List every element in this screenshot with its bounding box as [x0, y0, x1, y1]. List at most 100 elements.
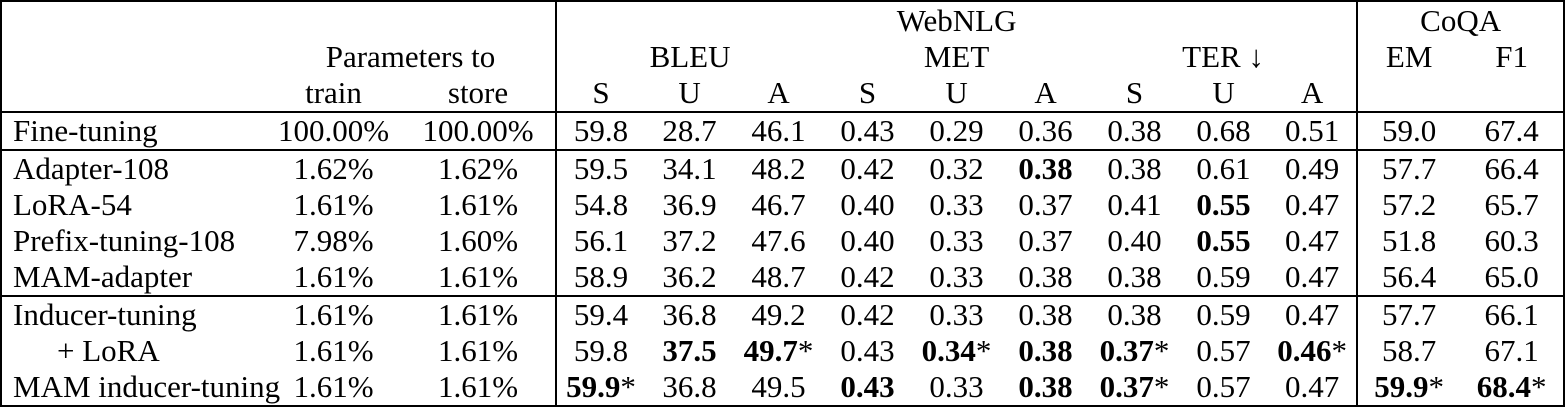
- cell-value: 7.98%: [293, 223, 374, 258]
- met-a-header: A: [1034, 75, 1057, 110]
- cell-value: 66.1: [1484, 297, 1539, 332]
- value-cell: 46.1: [734, 111, 824, 150]
- value-cell: 56.4: [1357, 259, 1460, 296]
- cell-value: 0.40: [840, 223, 895, 258]
- cell-value: 100.00%: [422, 113, 534, 148]
- cell-value: 46.1: [751, 113, 806, 148]
- value-cell: 59.5: [556, 149, 646, 187]
- cell-value: 0.47: [1284, 223, 1340, 258]
- cell-value: 0.33: [929, 187, 984, 222]
- value-cell: 0.33: [912, 187, 1001, 223]
- header-row-groups: WebNLG CoQA: [1, 1, 1564, 39]
- value-cell: 0.36: [1001, 111, 1091, 150]
- value-cell: 59.9*: [1374, 369, 1445, 404]
- cell-value: 100.00%: [277, 113, 390, 148]
- value-cell: 57.7: [1357, 295, 1461, 333]
- cell-value: 0.37: [1018, 223, 1073, 258]
- store-cell: 1.61%: [401, 259, 558, 296]
- value-cell: 59.8: [556, 333, 645, 369]
- cell-value: 0.33: [929, 223, 984, 258]
- value-cell: 0.37: [1001, 223, 1090, 259]
- cell-value: 0.32: [929, 151, 984, 186]
- bleu-s-header: S: [592, 75, 610, 110]
- value-cell: 0.38: [1090, 295, 1180, 333]
- value-cell: 0.47: [1268, 295, 1359, 333]
- cell-value: 0.68: [1196, 113, 1251, 148]
- cell-value: 0.33: [929, 369, 984, 404]
- cell-value: 0.40: [840, 187, 895, 222]
- cell-value: 0.59: [1196, 297, 1251, 332]
- train-cell: 7.98%: [266, 223, 401, 259]
- value-cell: 0.57: [1179, 333, 1268, 369]
- value-cell: 36.8: [645, 295, 735, 333]
- cell-value: 1.61%: [293, 297, 374, 332]
- cell-value: 48.2: [751, 151, 806, 186]
- cell-value: 51.8: [1382, 223, 1437, 258]
- met-header: MET: [923, 39, 990, 74]
- value-cell: 0.33: [912, 223, 1001, 259]
- table-row: MAM inducer-tuning 1.61% 1.61% 59.9* 36.8 49.…: [1, 369, 1564, 406]
- cell-value: 36.9: [662, 187, 717, 222]
- store-cell: 1.61%: [401, 333, 558, 369]
- cell-value: 0.42: [840, 297, 895, 332]
- value-cell: 0.38: [1001, 333, 1090, 369]
- cell-value: 58.9: [573, 259, 629, 294]
- cell-value: 0.49: [1284, 151, 1340, 186]
- cell-value: 1.61%: [293, 259, 374, 294]
- value-cell: 0.40: [823, 187, 912, 223]
- cell-value: 60.3: [1484, 223, 1539, 258]
- value-cell: 0.40: [1090, 223, 1179, 259]
- method-cell: Adapter-108: [1, 149, 266, 187]
- cell-value: 1.61%: [437, 369, 519, 404]
- value-cell: 0.38: [1001, 295, 1091, 333]
- value-cell: 65.0: [1460, 259, 1564, 296]
- coqa-group-header: CoQA: [1420, 2, 1502, 38]
- cell-value: 1.61%: [293, 187, 374, 222]
- table-row: Prefix-tuning-108 7.98% 1.60% 56.1 37.2 47.6 0…: [1, 223, 1564, 259]
- value-cell: 57.2: [1357, 187, 1460, 223]
- cell-value: 0.47: [1284, 297, 1340, 332]
- train-cell: 1.61%: [266, 187, 401, 223]
- bleu-header: BLEU: [649, 39, 731, 74]
- cell-value: 0.38: [1018, 259, 1073, 294]
- store-cell: 1.60%: [401, 223, 558, 259]
- cell-value: 0.40: [1107, 223, 1162, 258]
- cell-value: 0.38: [1018, 297, 1073, 332]
- value-cell: 37.5: [645, 333, 734, 369]
- cell-value: 0.55: [1196, 187, 1251, 222]
- value-cell: 0.47: [1268, 259, 1359, 296]
- cell-value: 67.4: [1484, 113, 1539, 148]
- table-row: Inducer-tuning 1.61% 1.61% 59.4 36.8 49.2 0.42…: [1, 295, 1565, 333]
- cell-value: 49.5: [751, 369, 806, 404]
- store-cell: 100.00%: [401, 111, 558, 150]
- cell-value: 66.4: [1484, 151, 1539, 186]
- cell-value: 47.6: [751, 223, 806, 258]
- cell-value: 59.0: [1382, 113, 1437, 148]
- cell-value: 0.37: [1099, 333, 1154, 368]
- value-cell: 59.4: [556, 295, 646, 333]
- cell-value: 1.60%: [437, 223, 519, 258]
- cell-value: 0.38: [1107, 151, 1162, 186]
- value-cell: 51.8: [1357, 223, 1460, 259]
- cell-value: 0.43: [840, 113, 895, 148]
- cell-value: 0.38: [1107, 297, 1162, 332]
- value-cell: 37.2: [645, 223, 734, 259]
- value-cell: 0.38: [1090, 259, 1179, 296]
- cell-value: 46.7: [751, 187, 806, 222]
- cell-value: 59.8: [573, 333, 629, 368]
- value-cell: 36.8: [645, 369, 734, 406]
- cell-value: 0.36: [1018, 113, 1073, 148]
- table-row: MAM-adapter 1.61% 1.61% 58.9 36.2 48.7 0.42 0.3…: [1, 259, 1564, 296]
- value-cell: 67.4: [1460, 111, 1565, 150]
- train-cell: 1.61%: [266, 295, 401, 333]
- value-cell: 0.55: [1179, 223, 1268, 259]
- value-cell: 0.38: [1090, 111, 1180, 150]
- value-cell: 0.42: [823, 149, 913, 187]
- header-empty-corner: [1, 1, 558, 39]
- cell-value: 0.38: [1018, 151, 1073, 186]
- cell-value: 1.61%: [437, 187, 519, 222]
- value-cell: 68.4*: [1476, 369, 1547, 404]
- met-s-header: S: [858, 75, 877, 110]
- value-cell: 34.1: [645, 149, 735, 187]
- value-cell: 0.38: [1001, 369, 1090, 406]
